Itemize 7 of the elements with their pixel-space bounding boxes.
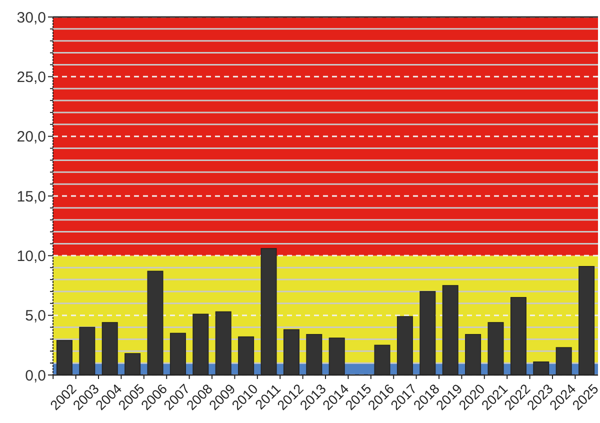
y-tick-label: 30,0 xyxy=(16,9,46,26)
y-tick-label: 20,0 xyxy=(16,128,46,146)
y-tick-label: 0,0 xyxy=(25,367,46,384)
y-tick-label: 25,0 xyxy=(16,68,46,86)
y-tick-label: 15,0 xyxy=(16,188,46,206)
y-tick-label: 10,0 xyxy=(16,248,46,265)
y-tick-label: 5,0 xyxy=(25,308,46,325)
